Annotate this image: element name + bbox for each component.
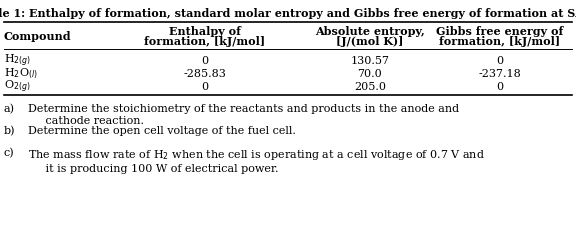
Text: Compound: Compound xyxy=(4,31,71,42)
Text: -285.83: -285.83 xyxy=(184,69,226,79)
Text: 0: 0 xyxy=(202,82,209,92)
Text: a): a) xyxy=(4,104,15,114)
Text: The mass flow rate of H$_2$ when the cell is operating at a cell voltage of 0.7 : The mass flow rate of H$_2$ when the cel… xyxy=(28,148,485,173)
Text: Enthalpy of: Enthalpy of xyxy=(169,26,241,37)
Text: Determine the stoichiometry of the reactants and products in the anode and
     : Determine the stoichiometry of the react… xyxy=(28,104,459,125)
Text: H$_{2(g)}$: H$_{2(g)}$ xyxy=(4,52,31,69)
Text: Absolute entropy,: Absolute entropy, xyxy=(315,26,425,37)
Text: 205.0: 205.0 xyxy=(354,82,386,92)
Text: 70.0: 70.0 xyxy=(358,69,382,79)
Text: 130.57: 130.57 xyxy=(351,56,389,66)
Text: 0: 0 xyxy=(202,56,209,66)
Text: H$_2$O$_{(l)}$: H$_2$O$_{(l)}$ xyxy=(4,66,38,81)
Text: Gibbs free energy of: Gibbs free energy of xyxy=(437,26,564,37)
Text: Determine the open cell voltage of the fuel cell.: Determine the open cell voltage of the f… xyxy=(28,126,296,136)
Text: Table 1: Enthalpy of formation, standard molar entropy and Gibbs free energy of : Table 1: Enthalpy of formation, standard… xyxy=(0,8,576,19)
Text: 0: 0 xyxy=(497,82,503,92)
Text: b): b) xyxy=(4,126,16,136)
Text: [J/(mol K)]: [J/(mol K)] xyxy=(336,36,404,47)
Text: c): c) xyxy=(4,148,14,158)
Text: 0: 0 xyxy=(497,56,503,66)
Text: O$_{2(g)}$: O$_{2(g)}$ xyxy=(4,78,31,95)
Text: formation, [kJ/mol]: formation, [kJ/mol] xyxy=(439,36,560,47)
Text: -237.18: -237.18 xyxy=(479,69,521,79)
Text: formation, [kJ/mol]: formation, [kJ/mol] xyxy=(145,36,266,47)
